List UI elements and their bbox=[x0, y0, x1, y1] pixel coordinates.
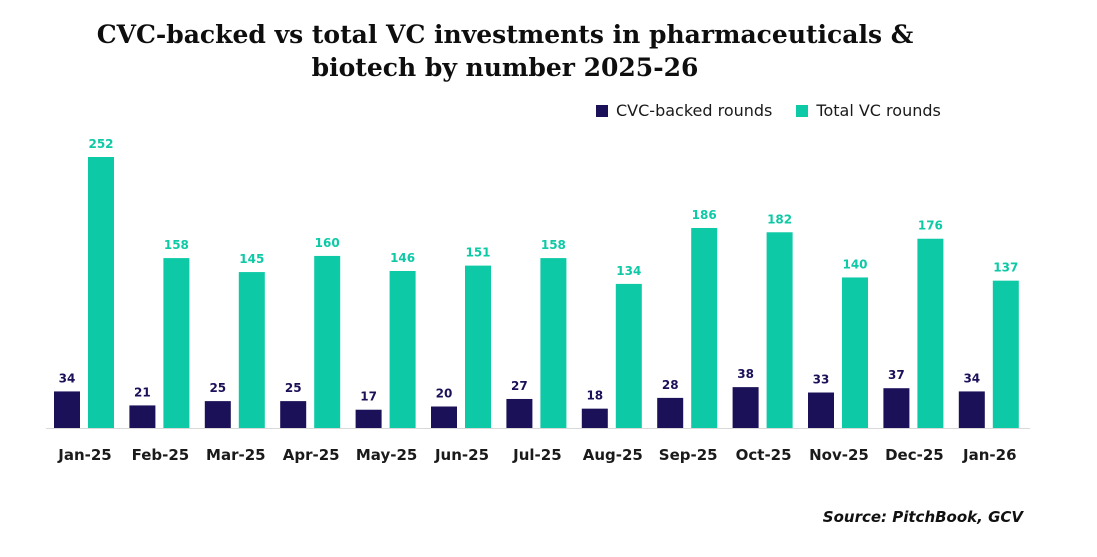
bar-cvc-jun-25 bbox=[431, 406, 457, 428]
data-label-total-jan-25: 252 bbox=[88, 137, 113, 151]
data-label-cvc-apr-25: 25 bbox=[285, 381, 302, 395]
chart-title: CVC-backed vs total VC investments in ph… bbox=[0, 18, 1010, 84]
data-label-total-jul-25: 158 bbox=[541, 238, 566, 252]
chart-title-line-1: CVC-backed vs total VC investments in ph… bbox=[96, 20, 914, 49]
bar-total-sep-25 bbox=[691, 227, 718, 428]
x-tick-label-may-25: May-25 bbox=[356, 446, 417, 464]
data-label-cvc-jul-25: 27 bbox=[511, 379, 528, 393]
data-label-total-aug-25: 134 bbox=[616, 264, 641, 278]
data-label-cvc-jun-25: 20 bbox=[436, 386, 453, 400]
x-tick-label-nov-25: Nov-25 bbox=[809, 446, 869, 464]
bar-cvc-jan-25 bbox=[54, 391, 80, 428]
data-label-total-jun-25: 151 bbox=[465, 246, 490, 260]
data-label-total-apr-25: 160 bbox=[315, 236, 340, 250]
data-label-cvc-nov-25: 33 bbox=[813, 373, 830, 387]
data-label-total-jan-26: 137 bbox=[993, 261, 1018, 275]
data-label-total-sep-25: 186 bbox=[692, 208, 717, 222]
legend-label-cvc: CVC-backed rounds bbox=[616, 101, 773, 120]
data-label-total-oct-25: 182 bbox=[767, 212, 792, 226]
bar-total-aug-25 bbox=[615, 283, 642, 428]
bar-cvc-mar-25 bbox=[204, 401, 231, 428]
data-label-cvc-may-25: 17 bbox=[360, 390, 377, 404]
bar-total-jun-25 bbox=[465, 265, 491, 428]
bar-total-mar-25 bbox=[238, 272, 265, 428]
data-label-cvc-oct-25: 38 bbox=[737, 367, 754, 381]
data-label-total-mar-25: 145 bbox=[239, 252, 264, 266]
legend-item-total: Total VC rounds bbox=[796, 101, 941, 120]
bar-total-apr-25 bbox=[314, 255, 341, 428]
bar-total-jan-25 bbox=[88, 157, 114, 428]
bar-total-jan-26 bbox=[992, 280, 1019, 428]
bar-cvc-aug-25 bbox=[581, 408, 608, 428]
data-label-total-feb-25: 158 bbox=[164, 238, 189, 252]
bar-cvc-jul-25 bbox=[506, 398, 533, 428]
bar-cvc-jan-26 bbox=[958, 391, 985, 428]
data-label-total-dec-25: 176 bbox=[918, 219, 943, 233]
data-label-cvc-mar-25: 25 bbox=[209, 381, 226, 395]
data-label-total-may-25: 146 bbox=[390, 251, 415, 265]
chart-title-line-2: biotech by number 2025-26 bbox=[311, 53, 699, 82]
bar-total-may-25 bbox=[389, 270, 416, 428]
x-tick-label-jun-25: Jun-25 bbox=[434, 446, 489, 464]
x-tick-label-jan-26: Jan-26 bbox=[962, 446, 1016, 464]
bar-total-feb-25 bbox=[163, 258, 190, 428]
x-tick-label-sep-25: Sep-25 bbox=[659, 446, 718, 464]
bar-total-jul-25 bbox=[540, 258, 567, 428]
data-label-cvc-aug-25: 18 bbox=[586, 389, 603, 403]
x-tick-label-mar-25: Mar-25 bbox=[206, 446, 266, 464]
x-tick-label-dec-25: Dec-25 bbox=[885, 446, 944, 464]
x-tick-label-jan-25: Jan-25 bbox=[57, 446, 111, 464]
bar-total-oct-25 bbox=[766, 232, 793, 428]
bar-cvc-nov-25 bbox=[808, 392, 834, 428]
bar-total-nov-25 bbox=[842, 277, 868, 428]
bar-cvc-sep-25 bbox=[657, 397, 684, 428]
legend-swatch-total bbox=[796, 104, 809, 117]
data-label-cvc-dec-25: 37 bbox=[888, 368, 905, 382]
data-label-total-nov-25: 140 bbox=[842, 257, 867, 271]
bar-cvc-dec-25 bbox=[883, 388, 910, 428]
legend-swatch-cvc bbox=[596, 104, 608, 117]
bar-cvc-oct-25 bbox=[732, 387, 759, 428]
data-label-cvc-feb-25: 21 bbox=[134, 385, 151, 399]
x-tick-label-aug-25: Aug-25 bbox=[583, 446, 643, 464]
legend-item-cvc: CVC-backed rounds bbox=[596, 101, 772, 120]
x-tick-label-apr-25: Apr-25 bbox=[283, 446, 340, 464]
x-tick-label-jul-25: Jul-25 bbox=[512, 446, 562, 464]
x-tick-label-feb-25: Feb-25 bbox=[132, 446, 190, 464]
source-note: Source: PitchBook, GCV bbox=[822, 508, 1023, 526]
x-tick-label-oct-25: Oct-25 bbox=[736, 446, 792, 464]
bar-cvc-may-25 bbox=[355, 409, 382, 428]
data-label-cvc-sep-25: 28 bbox=[662, 378, 679, 392]
bar-cvc-feb-25 bbox=[129, 405, 156, 428]
legend-label-total: Total VC rounds bbox=[816, 101, 941, 120]
data-label-cvc-jan-25: 34 bbox=[59, 371, 76, 385]
bar-total-dec-25 bbox=[917, 238, 944, 428]
chart-legend: CVC-backed rounds Total VC rounds bbox=[596, 101, 965, 120]
bar-cvc-apr-25 bbox=[280, 401, 307, 428]
data-label-cvc-jan-26: 34 bbox=[963, 371, 980, 385]
